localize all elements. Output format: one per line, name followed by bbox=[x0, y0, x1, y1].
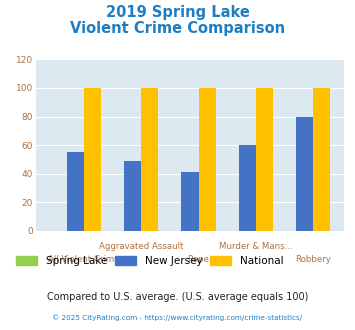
Text: Aggravated Assault: Aggravated Assault bbox=[99, 243, 184, 251]
Bar bbox=[313, 88, 330, 231]
Text: All Violent Crime: All Violent Crime bbox=[48, 255, 120, 264]
Text: Rape: Rape bbox=[187, 255, 209, 264]
Text: © 2025 CityRating.com - https://www.cityrating.com/crime-statistics/: © 2025 CityRating.com - https://www.city… bbox=[53, 314, 302, 321]
Text: Violent Crime Comparison: Violent Crime Comparison bbox=[70, 21, 285, 36]
Bar bbox=[181, 172, 198, 231]
Text: Robbery: Robbery bbox=[295, 255, 331, 264]
Text: Murder & Mans...: Murder & Mans... bbox=[219, 243, 293, 251]
Bar bbox=[84, 88, 101, 231]
Text: 2019 Spring Lake: 2019 Spring Lake bbox=[105, 5, 250, 20]
Bar bbox=[141, 88, 158, 231]
Bar bbox=[67, 152, 84, 231]
Text: Compared to U.S. average. (U.S. average equals 100): Compared to U.S. average. (U.S. average … bbox=[47, 292, 308, 302]
Bar bbox=[124, 161, 141, 231]
Bar bbox=[239, 145, 256, 231]
Bar bbox=[256, 88, 273, 231]
Legend: Spring Lake, New Jersey, National: Spring Lake, New Jersey, National bbox=[12, 252, 288, 270]
Bar bbox=[198, 88, 216, 231]
Bar bbox=[296, 116, 313, 231]
